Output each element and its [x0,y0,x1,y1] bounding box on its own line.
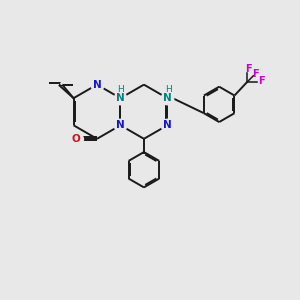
Text: N: N [93,80,101,90]
Text: F: F [252,69,258,79]
Text: N: N [116,120,125,130]
Text: H: H [166,85,172,94]
Text: N: N [163,93,172,103]
Text: N: N [116,93,125,103]
Text: N: N [163,120,172,130]
Text: O: O [71,134,80,144]
Text: F: F [245,64,252,74]
Text: F: F [258,76,264,86]
Text: H: H [117,85,124,94]
